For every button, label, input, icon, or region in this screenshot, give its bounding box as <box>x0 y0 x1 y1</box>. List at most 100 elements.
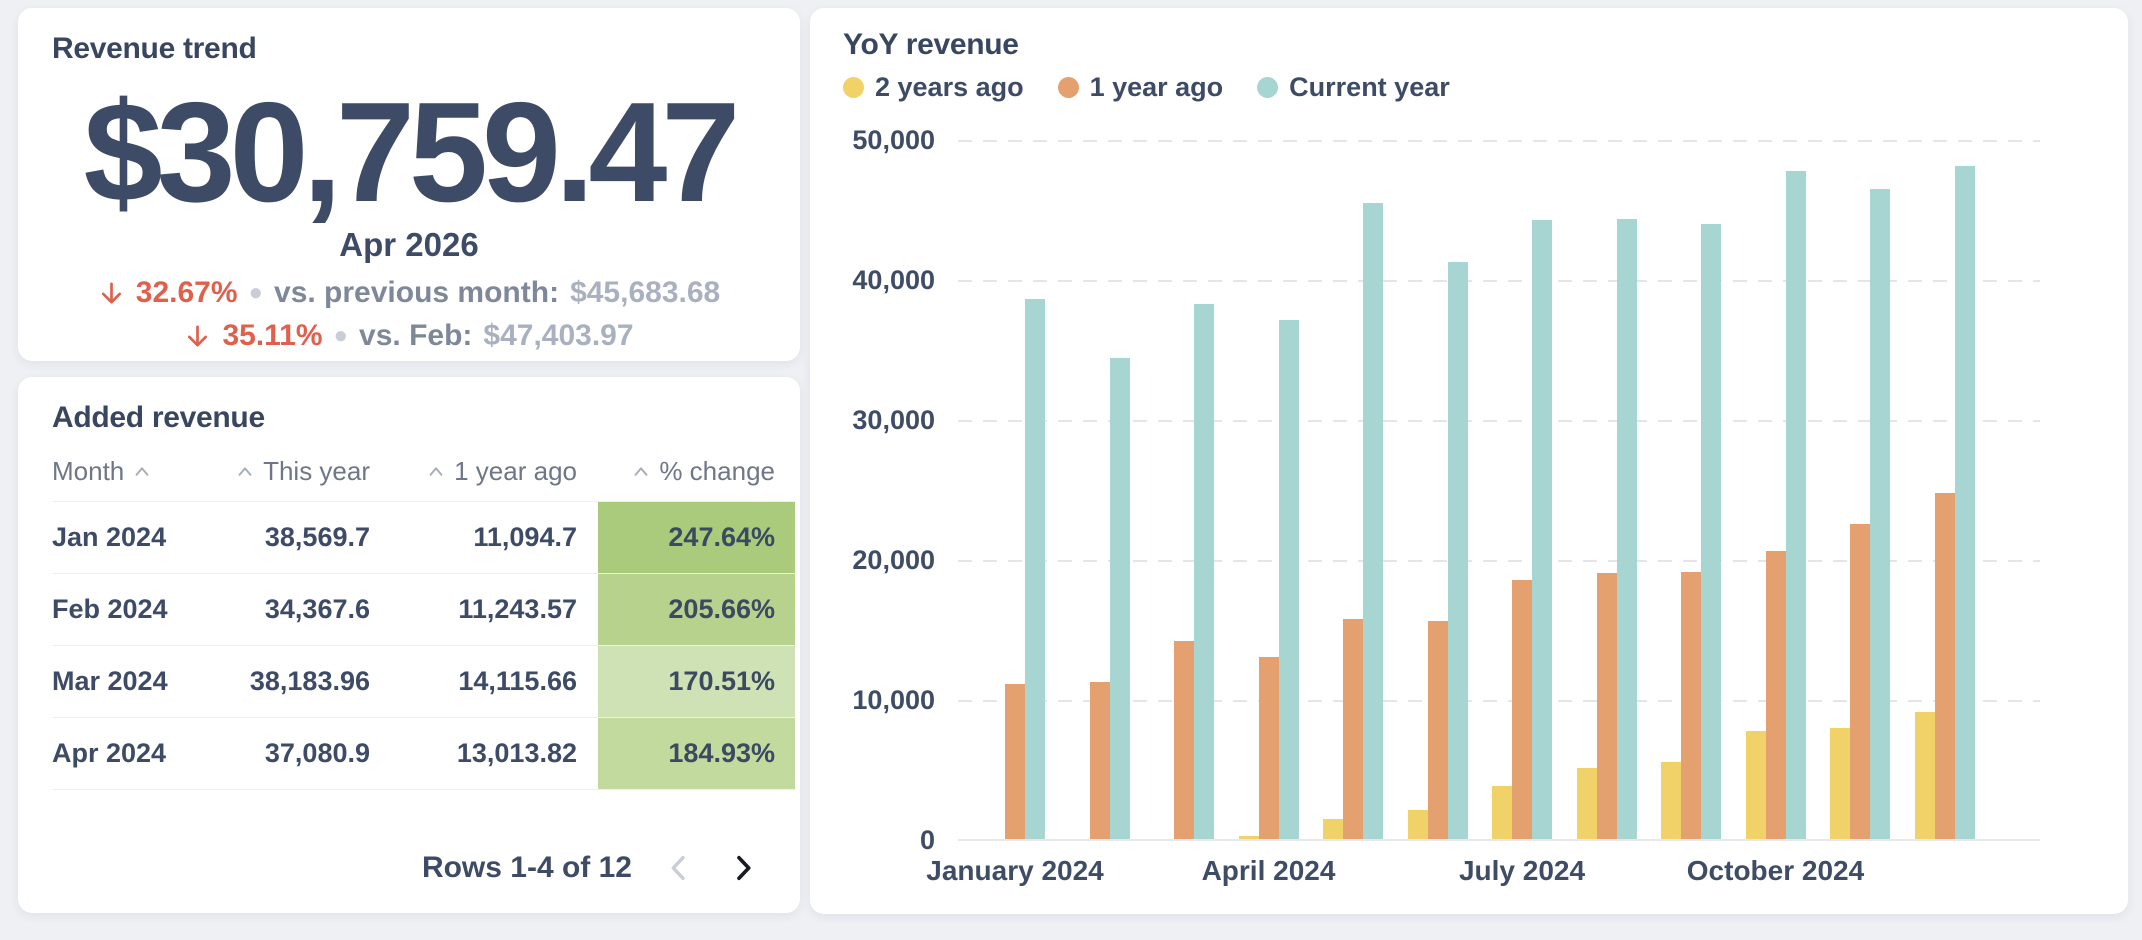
y-axis-tick-label: 0 <box>919 825 935 855</box>
bar-current-year-jun-2024[interactable] <box>1447 262 1468 839</box>
bar-1-year-ago-jan-2024[interactable] <box>1005 683 1025 839</box>
month-cell: Mar 2024 <box>52 666 168 696</box>
table-pagination: Rows 1-4 of 12 <box>422 851 760 885</box>
bar-2-years-ago-sep-2024[interactable] <box>1661 762 1681 839</box>
sort-caret-icon <box>135 466 149 476</box>
one-year-ago-cell: 11,243.57 <box>458 594 577 624</box>
comparison-pct: 35.11% <box>222 319 323 352</box>
month-cell: Apr 2024 <box>52 738 167 768</box>
bar-1-year-ago-nov-2024[interactable] <box>1850 524 1870 839</box>
pct-change-cell: 184.93% <box>598 718 795 789</box>
bar-1-year-ago-feb-2024[interactable] <box>1089 681 1110 839</box>
column-header-month[interactable]: Month <box>52 456 218 487</box>
chevron-right-icon <box>737 855 751 881</box>
y-axis-tick-label: 30,000 <box>852 405 935 435</box>
gridline <box>958 560 2040 562</box>
down-arrow-icon <box>188 325 208 347</box>
column-header-label: This year <box>263 456 370 486</box>
bar-1-year-ago-may-2024[interactable] <box>1343 619 1363 839</box>
added-revenue-title: Added revenue <box>52 401 265 434</box>
x-axis-tick-label: July 2024 <box>1458 855 1586 886</box>
legend-item-2-years-ago[interactable]: 2 years ago <box>843 72 1024 103</box>
bar-2-years-ago-dec-2024[interactable] <box>1914 711 1935 839</box>
bar-current-year-oct-2024[interactable] <box>1785 171 1806 839</box>
table-row[interactable]: Mar 2024 38,183.96 14,115.66 170.51% <box>52 645 795 717</box>
bar-current-year-may-2024[interactable] <box>1363 203 1383 839</box>
column-header-label: Month <box>52 456 125 486</box>
bar-current-year-nov-2024[interactable] <box>1870 189 1890 839</box>
pagination-label: Rows 1-4 of 12 <box>421 851 632 884</box>
column-header-1-year-ago[interactable]: 1 year ago <box>398 456 598 487</box>
bar-2-years-ago-apr-2024[interactable] <box>1238 835 1259 839</box>
this-year-cell: 34,367.6 <box>264 594 370 624</box>
next-page-button[interactable] <box>726 851 760 885</box>
bar-1-year-ago-apr-2024[interactable] <box>1258 656 1279 839</box>
bar-current-year-sep-2024[interactable] <box>1701 224 1721 839</box>
column-header-label: 1 year ago <box>454 456 577 486</box>
y-axis-tick-label: 50,000 <box>852 125 935 155</box>
sort-caret-icon <box>238 466 252 476</box>
y-axis-tick-label: 20,000 <box>852 545 935 575</box>
bar-current-year-dec-2024[interactable] <box>1954 165 1975 839</box>
bar-current-year-feb-2024[interactable] <box>1109 357 1130 839</box>
sort-caret-icon <box>634 466 648 476</box>
yoy-chart-plot: January 2024 April 2024 July 2024 October 2… <box>926 140 2040 886</box>
legend-label: Current year <box>1289 72 1450 102</box>
down-arrow-icon <box>101 282 121 304</box>
bar-2-years-ago-aug-2024[interactable] <box>1576 767 1597 839</box>
gridline <box>958 280 2040 282</box>
pct-change-cell: 205.66% <box>598 574 795 645</box>
table-row[interactable]: Jan 2024 38,569.7 11,094.7 247.64% <box>52 501 795 573</box>
revenue-period: Apr 2026 <box>339 226 479 263</box>
table-row[interactable]: Feb 2024 34,367.6 11,243.57 205.66% <box>52 573 795 645</box>
bar-1-year-ago-aug-2024[interactable] <box>1596 573 1617 839</box>
legend-item-current-year[interactable]: Current year <box>1257 72 1450 103</box>
legend-dot-icon <box>1257 77 1279 98</box>
y-axis-tick-label: 40,000 <box>852 265 935 295</box>
added-revenue-card: Added revenue Month This year 1 year ago <box>18 377 800 913</box>
column-header-this-year[interactable]: This year <box>218 456 398 487</box>
revenue-trend-title: Revenue trend <box>52 32 257 65</box>
pct-change-cell: 247.64% <box>598 502 795 573</box>
column-header-pct-change[interactable]: % change <box>598 456 795 487</box>
legend-dot-icon <box>843 77 864 98</box>
bar-1-year-ago-sep-2024[interactable] <box>1681 571 1701 839</box>
one-year-ago-cell: 14,115.66 <box>458 666 577 696</box>
legend-item-1-year-ago[interactable]: 1 year ago <box>1057 72 1224 103</box>
bar-2-years-ago-jun-2024[interactable] <box>1407 809 1428 839</box>
bar-1-year-ago-mar-2024[interactable] <box>1174 641 1194 839</box>
y-axis-tick-label: 10,000 <box>852 685 935 715</box>
bar-2-years-ago-jul-2024[interactable] <box>1492 785 1512 839</box>
one-year-ago-cell: 11,094.7 <box>473 522 577 552</box>
bar-1-year-ago-dec-2024[interactable] <box>1934 493 1955 839</box>
bar-1-year-ago-jul-2024[interactable] <box>1512 580 1532 839</box>
bar-2-years-ago-may-2024[interactable] <box>1323 819 1343 839</box>
chart-legend: 2 years ago 1 year ago Current year <box>843 72 1450 103</box>
dot-separator: ● <box>248 279 264 306</box>
table-body: Jan 2024 38,569.7 11,094.7 247.64% Feb 2024 3… <box>52 501 795 790</box>
pct-change-cell: 170.51% <box>598 646 795 717</box>
comparison-value: $45,683.68 <box>570 276 721 309</box>
bar-1-year-ago-jun-2024[interactable] <box>1427 620 1448 839</box>
bar-1-year-ago-oct-2024[interactable] <box>1765 550 1786 839</box>
table-row[interactable]: Apr 2024 37,080.9 13,013.82 184.93% <box>52 717 795 789</box>
bar-current-year-jul-2024[interactable] <box>1532 220 1552 839</box>
bar-current-year-jan-2024[interactable] <box>1025 299 1045 839</box>
dot-separator: ● <box>333 322 349 349</box>
bar-current-year-mar-2024[interactable] <box>1194 304 1214 839</box>
this-year-cell: 37,080.9 <box>264 738 370 768</box>
bar-2-years-ago-nov-2024[interactable] <box>1830 728 1850 839</box>
revenue-amount: $30,759.47 <box>83 73 741 232</box>
legend-label: 1 year ago <box>1089 72 1224 102</box>
bar-2-years-ago-oct-2024[interactable] <box>1745 731 1766 839</box>
column-header-label: % change <box>659 456 775 486</box>
comparison-value: $47,403.97 <box>483 319 634 352</box>
bar-current-year-aug-2024[interactable] <box>1616 218 1637 839</box>
table-header-row: Month This year 1 year ago % change <box>52 435 795 501</box>
bar-current-year-apr-2024[interactable] <box>1278 319 1299 839</box>
previous-page-button[interactable] <box>662 851 696 885</box>
comparison-label: vs. Feb: <box>359 319 473 352</box>
gridline <box>958 140 2040 142</box>
gridline <box>958 700 2040 702</box>
